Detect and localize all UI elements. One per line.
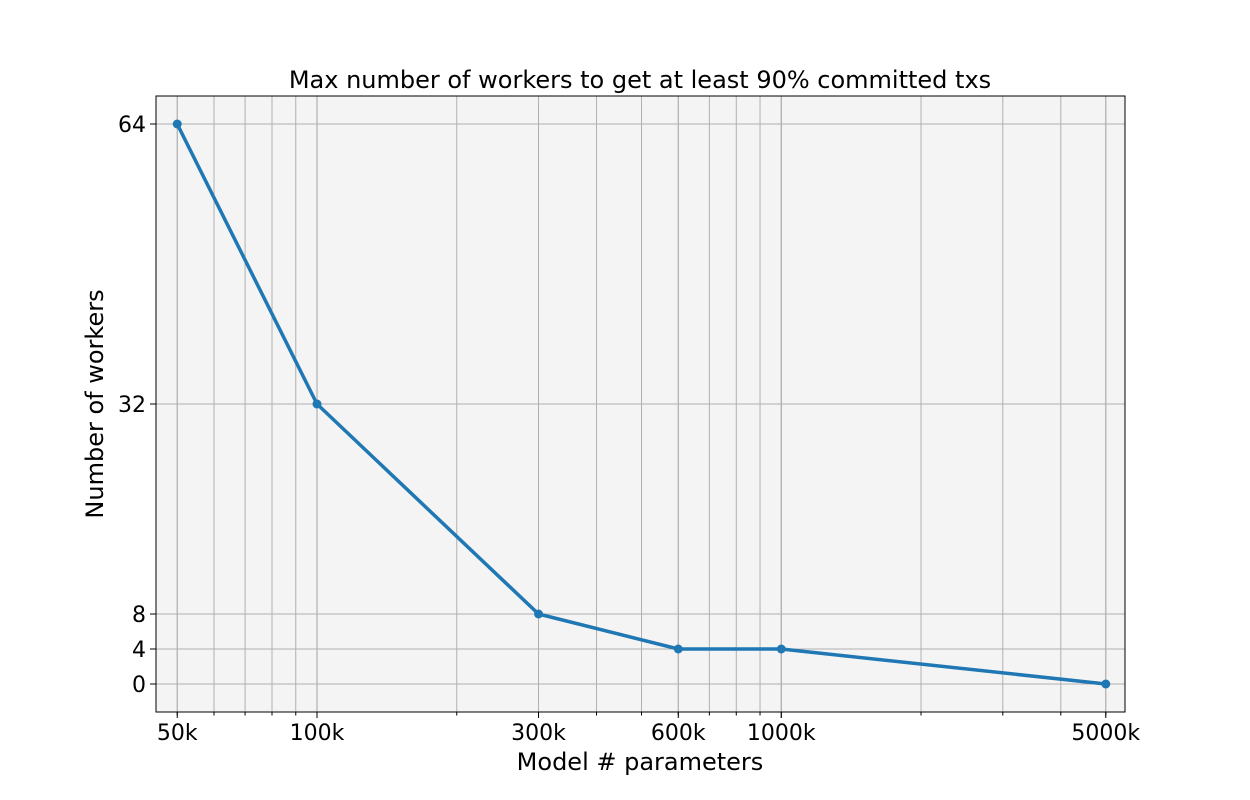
grid-layer	[156, 96, 1125, 712]
x-axis-label: Model # parameters	[517, 748, 764, 776]
data-point	[534, 609, 544, 619]
y-axis-label: Number of workers	[81, 289, 109, 518]
y-tick-label: 32	[118, 393, 146, 418]
data-point	[776, 644, 786, 654]
data-layer	[172, 119, 1111, 689]
series-line	[175, 122, 1108, 686]
data-point	[172, 119, 182, 129]
data-point	[312, 399, 322, 409]
chart-title: Max number of workers to get at least 90…	[289, 66, 991, 94]
x-tick-label: 300k	[511, 721, 566, 746]
tick-layer: 50k 100k 300k 600k 1000k 5000k 0 4 8 32 64	[118, 113, 1140, 746]
y-tick-label: 4	[132, 638, 146, 663]
x-tick-label: 1000k	[747, 721, 816, 746]
y-tick-label: 64	[118, 113, 146, 138]
data-point	[673, 644, 683, 654]
x-tick-label: 5000k	[1071, 721, 1140, 746]
x-tick-label: 50k	[157, 721, 198, 746]
x-tick-label: 600k	[651, 721, 706, 746]
plot-frame	[155, 95, 1126, 713]
y-tick-label: 8	[132, 603, 146, 628]
x-tick-label: 100k	[290, 721, 345, 746]
y-tick-label: 0	[132, 673, 146, 698]
data-point	[1101, 679, 1111, 689]
